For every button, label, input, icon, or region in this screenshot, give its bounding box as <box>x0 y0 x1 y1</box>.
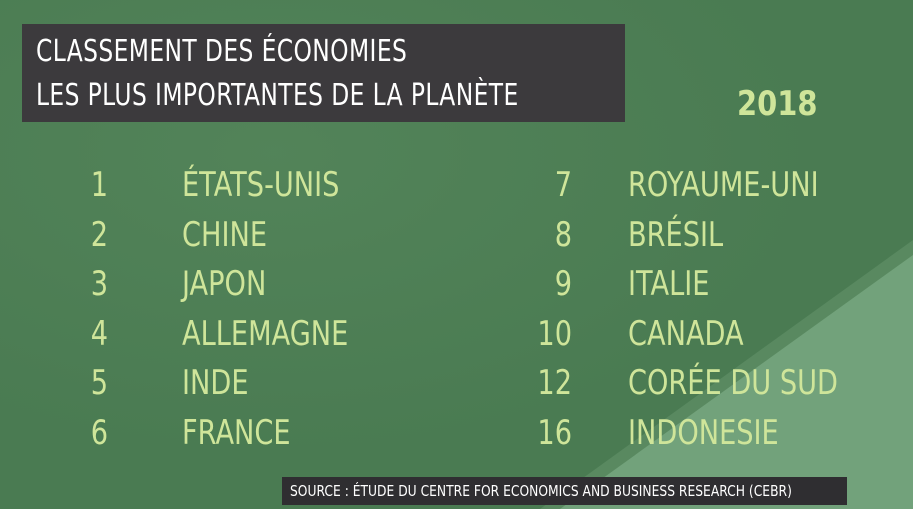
rank-number: 12 <box>537 363 572 403</box>
country-name: BRÉSIL <box>628 214 724 255</box>
title-line-2: LES PLUS IMPORTANTES DE LA PLANÈTE <box>36 78 519 113</box>
country-name: ÉTATS-UNIS <box>182 165 340 205</box>
year-label: 2018 <box>737 84 818 124</box>
country-name: JAPON <box>182 264 267 304</box>
source-caption: SOURCE : ÉTUDE DU CENTRE FOR ECONOMICS A… <box>282 477 847 505</box>
rank-number: 5 <box>90 363 108 403</box>
country-name: CANADA <box>628 313 744 354</box>
title-box: CLASSEMENT DES ÉCONOMIES LES PLUS IMPORT… <box>22 24 625 122</box>
rank-number: 10 <box>537 313 572 354</box>
rank-number: 3 <box>90 264 108 304</box>
rank-number: 2 <box>90 214 108 255</box>
country-name: CORÉE DU SUD <box>628 363 838 403</box>
rank-number: 16 <box>537 412 572 453</box>
country-name: ALLEMAGNE <box>182 313 349 354</box>
country-name: ROYAUME-UNI <box>628 165 819 205</box>
source-text: SOURCE : ÉTUDE DU CENTRE FOR ECONOMICS A… <box>290 482 792 500</box>
country-name: CHINE <box>182 214 267 255</box>
country-name: FRANCE <box>182 412 291 453</box>
country-name: ITALIE <box>628 264 710 304</box>
rank-number: 4 <box>90 313 108 354</box>
rank-number: 1 <box>90 165 108 205</box>
country-name: INDE <box>182 363 249 403</box>
country-name: INDONESIE <box>628 412 779 453</box>
rank-number: 7 <box>554 165 572 205</box>
rank-number: 9 <box>554 264 572 304</box>
rank-number: 8 <box>554 214 572 255</box>
rank-number: 6 <box>90 412 108 453</box>
title-line-1: CLASSEMENT DES ÉCONOMIES <box>36 34 408 69</box>
